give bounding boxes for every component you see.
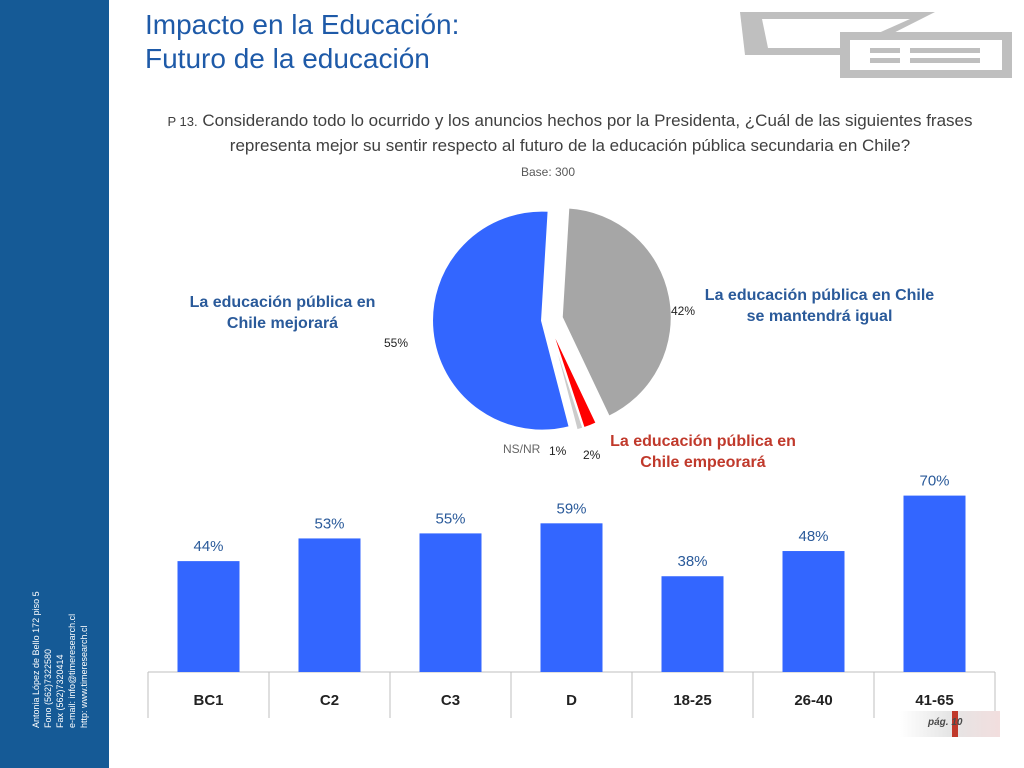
bar-BC1: [177, 561, 240, 672]
page-number: pág. 10: [928, 717, 963, 728]
bar-value-label: 53%: [314, 515, 344, 532]
question-number: P 13.: [167, 114, 198, 129]
bar-26-40: [782, 551, 845, 672]
bar-C2: [298, 538, 361, 672]
pct-label-igual: 42%: [671, 304, 696, 318]
x-tick-label: 26-40: [794, 692, 832, 709]
legend-label-igual: La educación pública en Chile se mantend…: [704, 287, 935, 325]
x-tick-label: 18-25: [673, 692, 711, 709]
bar-C3: [419, 533, 482, 672]
pct-label-empeorara: 2%: [583, 448, 601, 462]
legend-label-nsnr: NS/NR: [503, 442, 541, 456]
bar-D: [540, 523, 603, 672]
pie-slice-nsnr: [548, 323, 585, 432]
legend-label-mejorara: La educación pública en Chile mejorará: [189, 294, 376, 332]
x-tick-label: C3: [441, 692, 460, 709]
x-tick-label: BC1: [193, 692, 223, 709]
x-tick-label: C2: [320, 692, 339, 709]
bar-18-25: [661, 576, 724, 672]
legend-label-empeorara: La educación pública en Chile empeorará: [610, 433, 796, 471]
bar-value-label: 59%: [556, 500, 586, 517]
bar-value-label: 55%: [435, 510, 465, 527]
x-tick-label: D: [566, 692, 577, 709]
document-icon: [740, 12, 1012, 78]
bar-value-label: 44%: [193, 538, 223, 555]
pct-label-mejorara: 55%: [384, 336, 409, 350]
pct-label-nsnr: 1%: [549, 444, 567, 458]
page-tag: [900, 711, 1000, 737]
title-line2: Futuro de la educación: [145, 43, 430, 74]
base-note: Base: 300: [520, 165, 576, 179]
x-tick-label: 41-65: [915, 692, 953, 709]
question-text: P 13. Considerando todo lo ocurrido y lo…: [165, 109, 975, 158]
bar-value-label: 70%: [919, 473, 949, 490]
pie-slice-igual: [560, 206, 673, 419]
pie-slice-mejorara: [431, 209, 571, 432]
bar-value-label: 38%: [677, 553, 707, 570]
bar-41-65: [903, 495, 966, 672]
bar-value-label: 48%: [798, 528, 828, 545]
page-title: Impacto en la Educación: Futuro de la ed…: [145, 8, 459, 76]
title-line1: Impacto en la Educación:: [145, 9, 460, 40]
sidebar: Antonia López de Bello 172 piso 5 Fono (…: [0, 0, 109, 768]
question-body: Considerando todo lo ocurrido y los anun…: [202, 111, 973, 155]
